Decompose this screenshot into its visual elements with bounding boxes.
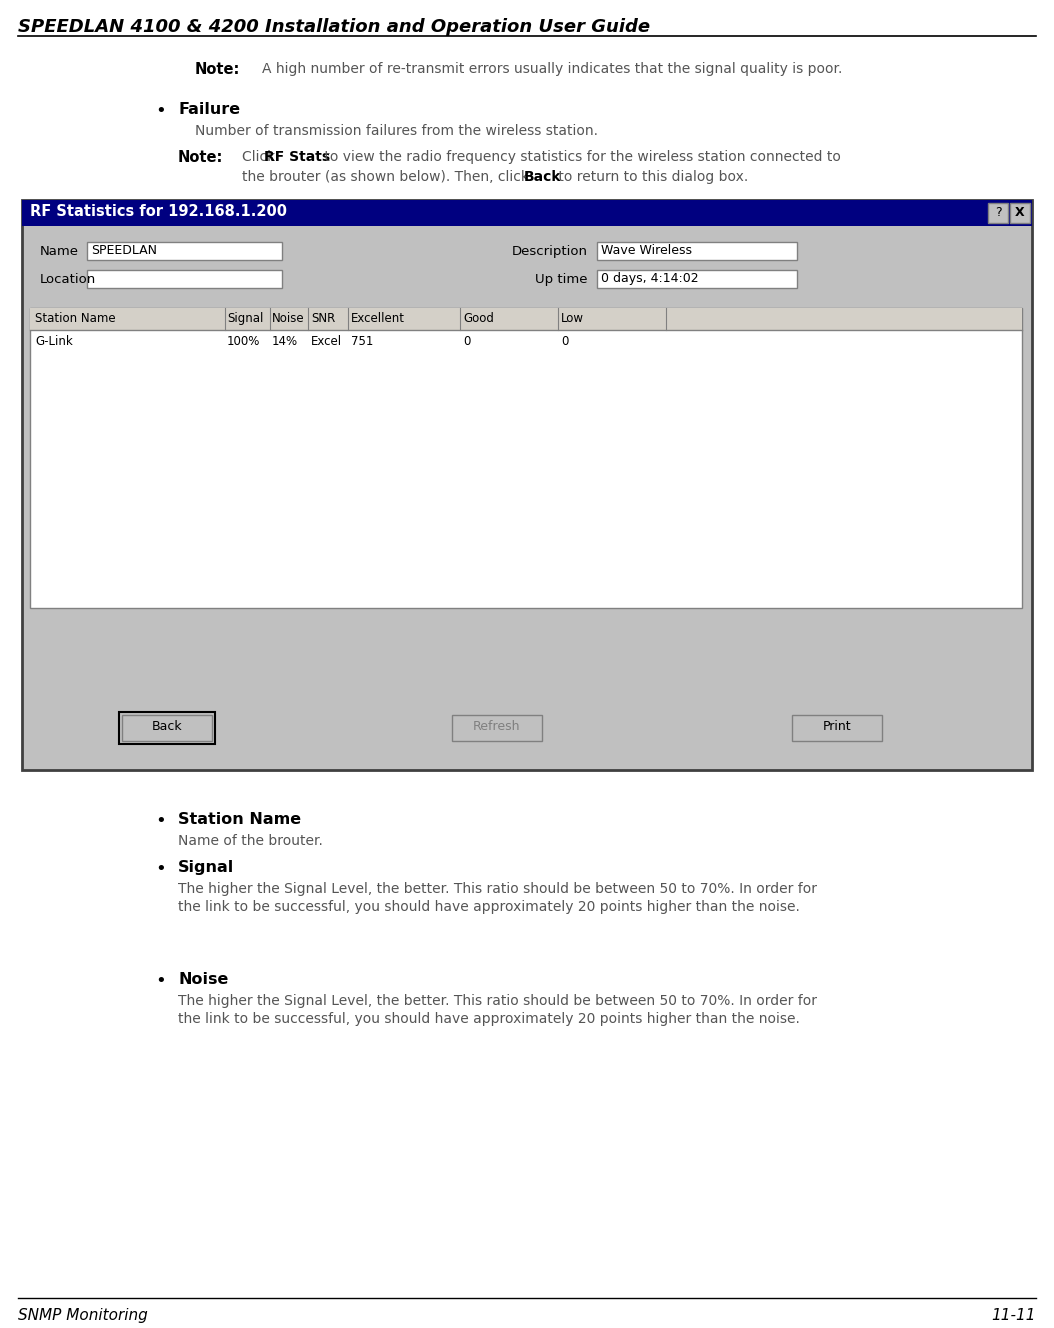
Text: RF Statistics for 192.168.1.200: RF Statistics for 192.168.1.200 bbox=[30, 205, 287, 219]
Text: to view the radio frequency statistics for the wireless station connected to: to view the radio frequency statistics f… bbox=[320, 150, 841, 163]
Text: RF Stats: RF Stats bbox=[264, 150, 330, 163]
Text: Refresh: Refresh bbox=[473, 720, 521, 733]
Bar bbox=[988, 203, 1008, 223]
Text: Name: Name bbox=[40, 244, 79, 258]
Text: Wave Wireless: Wave Wireless bbox=[601, 244, 692, 258]
Bar bbox=[87, 270, 282, 288]
Text: Low: Low bbox=[561, 312, 584, 325]
Bar bbox=[119, 712, 215, 744]
Bar bbox=[1010, 203, 1030, 223]
Text: Click: Click bbox=[242, 150, 279, 163]
Text: to return to this dialog box.: to return to this dialog box. bbox=[554, 170, 748, 185]
Text: Location: Location bbox=[40, 274, 96, 286]
Bar bbox=[30, 308, 1022, 329]
Text: Excel: Excel bbox=[311, 335, 343, 348]
Text: Print: Print bbox=[823, 720, 852, 733]
Text: Good: Good bbox=[463, 312, 494, 325]
Bar bbox=[87, 242, 282, 260]
Text: SPEEDLAN 4100 & 4200 Installation and Operation User Guide: SPEEDLAN 4100 & 4200 Installation and Op… bbox=[18, 19, 650, 36]
Text: SPEEDLAN: SPEEDLAN bbox=[91, 244, 157, 258]
Bar bbox=[22, 201, 1032, 226]
Text: 14%: 14% bbox=[272, 335, 298, 348]
Text: Station Name: Station Name bbox=[178, 811, 301, 827]
Bar bbox=[30, 308, 1022, 608]
Text: A high number of re-transmit errors usually indicates that the signal quality is: A high number of re-transmit errors usua… bbox=[262, 62, 842, 76]
Text: 100%: 100% bbox=[227, 335, 260, 348]
Text: G-Link: G-Link bbox=[35, 335, 73, 348]
Text: •: • bbox=[155, 102, 165, 120]
Text: SNMP Monitoring: SNMP Monitoring bbox=[18, 1308, 148, 1323]
Text: The higher the Signal Level, the better. This ratio should be between 50 to 70%.: The higher the Signal Level, the better.… bbox=[178, 882, 817, 896]
Text: Signal: Signal bbox=[227, 312, 264, 325]
Bar bbox=[792, 714, 882, 741]
Text: 0: 0 bbox=[561, 335, 568, 348]
Text: •: • bbox=[155, 861, 165, 878]
Text: the brouter (as shown below). Then, click: the brouter (as shown below). Then, clic… bbox=[242, 170, 533, 185]
Bar bbox=[597, 242, 797, 260]
Text: the link to be successful, you should have approximately 20 points higher than t: the link to be successful, you should ha… bbox=[178, 1012, 800, 1027]
Text: •: • bbox=[155, 972, 165, 989]
Text: Note:: Note: bbox=[195, 62, 240, 77]
Text: Note:: Note: bbox=[178, 150, 223, 165]
Bar bbox=[22, 201, 1032, 770]
Text: Noise: Noise bbox=[272, 312, 305, 325]
Text: Back: Back bbox=[524, 170, 562, 185]
Text: Excellent: Excellent bbox=[351, 312, 405, 325]
Text: Name of the brouter.: Name of the brouter. bbox=[178, 834, 323, 849]
Bar bbox=[597, 270, 797, 288]
Text: 11-11: 11-11 bbox=[992, 1308, 1036, 1323]
Text: X: X bbox=[1015, 206, 1024, 219]
Bar bbox=[452, 714, 542, 741]
Text: Up time: Up time bbox=[535, 274, 587, 286]
Text: Failure: Failure bbox=[178, 102, 240, 117]
Text: Signal: Signal bbox=[178, 861, 234, 875]
Text: Station Name: Station Name bbox=[35, 312, 116, 325]
Text: ?: ? bbox=[995, 206, 1001, 219]
Text: 0 days, 4:14:02: 0 days, 4:14:02 bbox=[601, 272, 699, 286]
Text: The higher the Signal Level, the better. This ratio should be between 50 to 70%.: The higher the Signal Level, the better.… bbox=[178, 993, 817, 1008]
Text: •: • bbox=[155, 811, 165, 830]
Text: the link to be successful, you should have approximately 20 points higher than t: the link to be successful, you should ha… bbox=[178, 900, 800, 914]
Text: Back: Back bbox=[152, 720, 182, 733]
Text: Description: Description bbox=[512, 244, 588, 258]
Text: SNR: SNR bbox=[311, 312, 335, 325]
Bar bbox=[122, 714, 212, 741]
Text: Number of transmission failures from the wireless station.: Number of transmission failures from the… bbox=[195, 124, 598, 138]
Text: Noise: Noise bbox=[178, 972, 229, 987]
Text: 0: 0 bbox=[463, 335, 470, 348]
Text: 751: 751 bbox=[351, 335, 373, 348]
